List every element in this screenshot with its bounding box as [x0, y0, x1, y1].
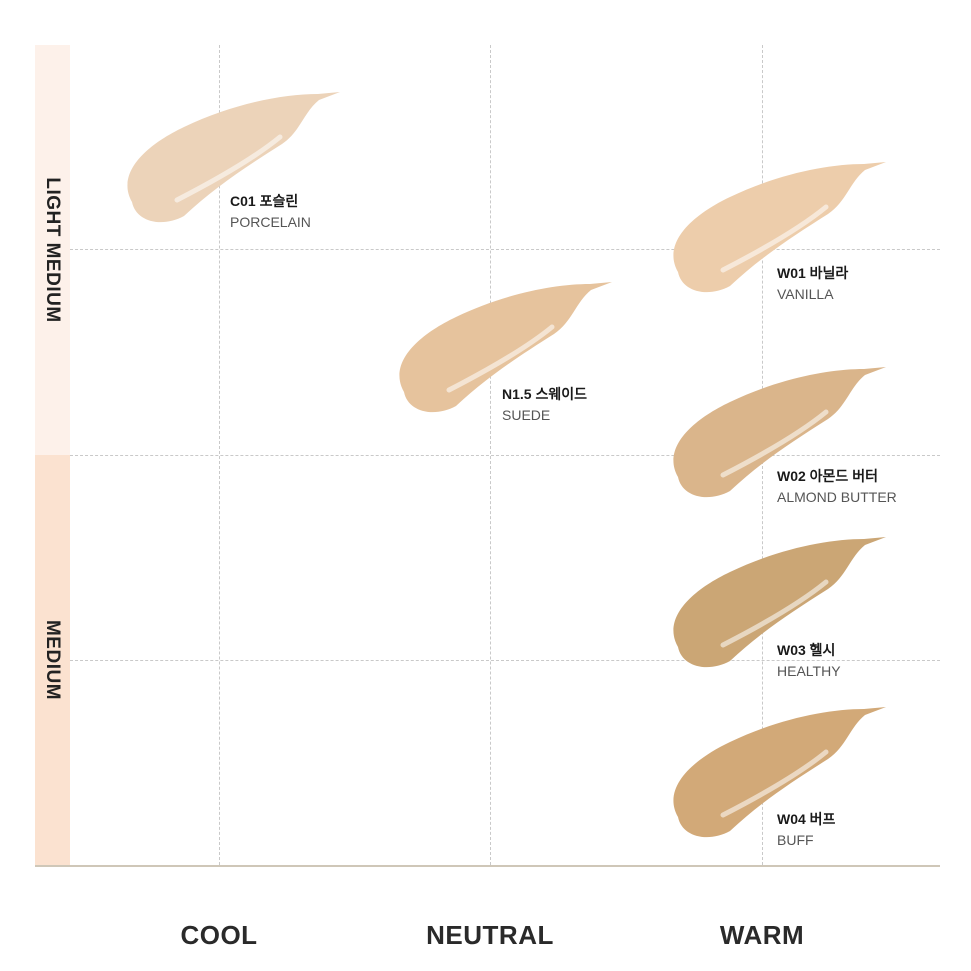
shade-swatch	[673, 367, 886, 498]
row-band-light-medium	[35, 45, 70, 455]
shade-label-w02: W02 아몬드 버터 ALMOND BUTTER	[777, 469, 897, 504]
shade-swatch	[673, 707, 886, 838]
swatch-smear	[673, 537, 886, 668]
row-band-medium	[35, 455, 70, 865]
grid-line-h1	[70, 249, 940, 250]
row-label-medium: MEDIUM	[42, 619, 63, 701]
shade-name: ALMOND BUTTER	[777, 489, 897, 505]
shade-code: W03 헬시	[777, 642, 836, 658]
row-label-light-medium: LIGHT MEDIUM	[42, 177, 63, 323]
shade-name: BUFF	[777, 832, 814, 848]
shade-code: W04 버프	[777, 811, 836, 827]
column-label-warm: WARM	[719, 920, 805, 950]
baseline	[35, 865, 940, 867]
swatch-highlight	[446, 324, 555, 393]
shade-label-c01: C01 포슬린 PORCELAIN	[230, 194, 311, 229]
swatch-highlight	[720, 409, 829, 478]
shade-label-w04: W04 버프 BUFF	[777, 812, 835, 847]
shade-swatch	[673, 162, 886, 293]
grid-line-h3	[70, 660, 940, 661]
shade-name: HEALTHY	[777, 663, 841, 679]
swatch-smear	[399, 282, 612, 413]
shade-label-w01: W01 바닐라 VANILLA	[777, 266, 848, 301]
swatch-highlight	[174, 134, 283, 203]
swatch-highlight	[720, 579, 829, 648]
shade-code: N1.5 스웨이드	[502, 386, 587, 402]
shade-name: VANILLA	[777, 286, 834, 302]
swatch-highlight	[720, 749, 829, 818]
column-label-cool: COOL	[180, 920, 258, 950]
swatch-smear	[673, 707, 886, 838]
shade-name: SUEDE	[502, 407, 551, 423]
swatch-smear	[673, 162, 886, 293]
shade-swatch	[673, 537, 886, 668]
shade-swatch	[399, 282, 612, 413]
column-label-neutral: NEUTRAL	[426, 920, 554, 950]
shade-code: C01 포슬린	[230, 193, 299, 209]
swatch-smear	[127, 92, 340, 223]
shade-label-n15: N1.5 스웨이드 SUEDE	[502, 387, 587, 422]
swatch-highlight	[720, 204, 829, 273]
shade-name: PORCELAIN	[230, 214, 311, 230]
shade-code: W02 아몬드 버터	[777, 468, 878, 484]
swatch-smear	[673, 367, 886, 498]
shade-code: W01 바닐라	[777, 265, 849, 281]
grid-line-h2	[70, 455, 940, 456]
shade-swatch	[127, 92, 340, 223]
shade-label-w03: W03 헬시 HEALTHY	[777, 643, 841, 678]
